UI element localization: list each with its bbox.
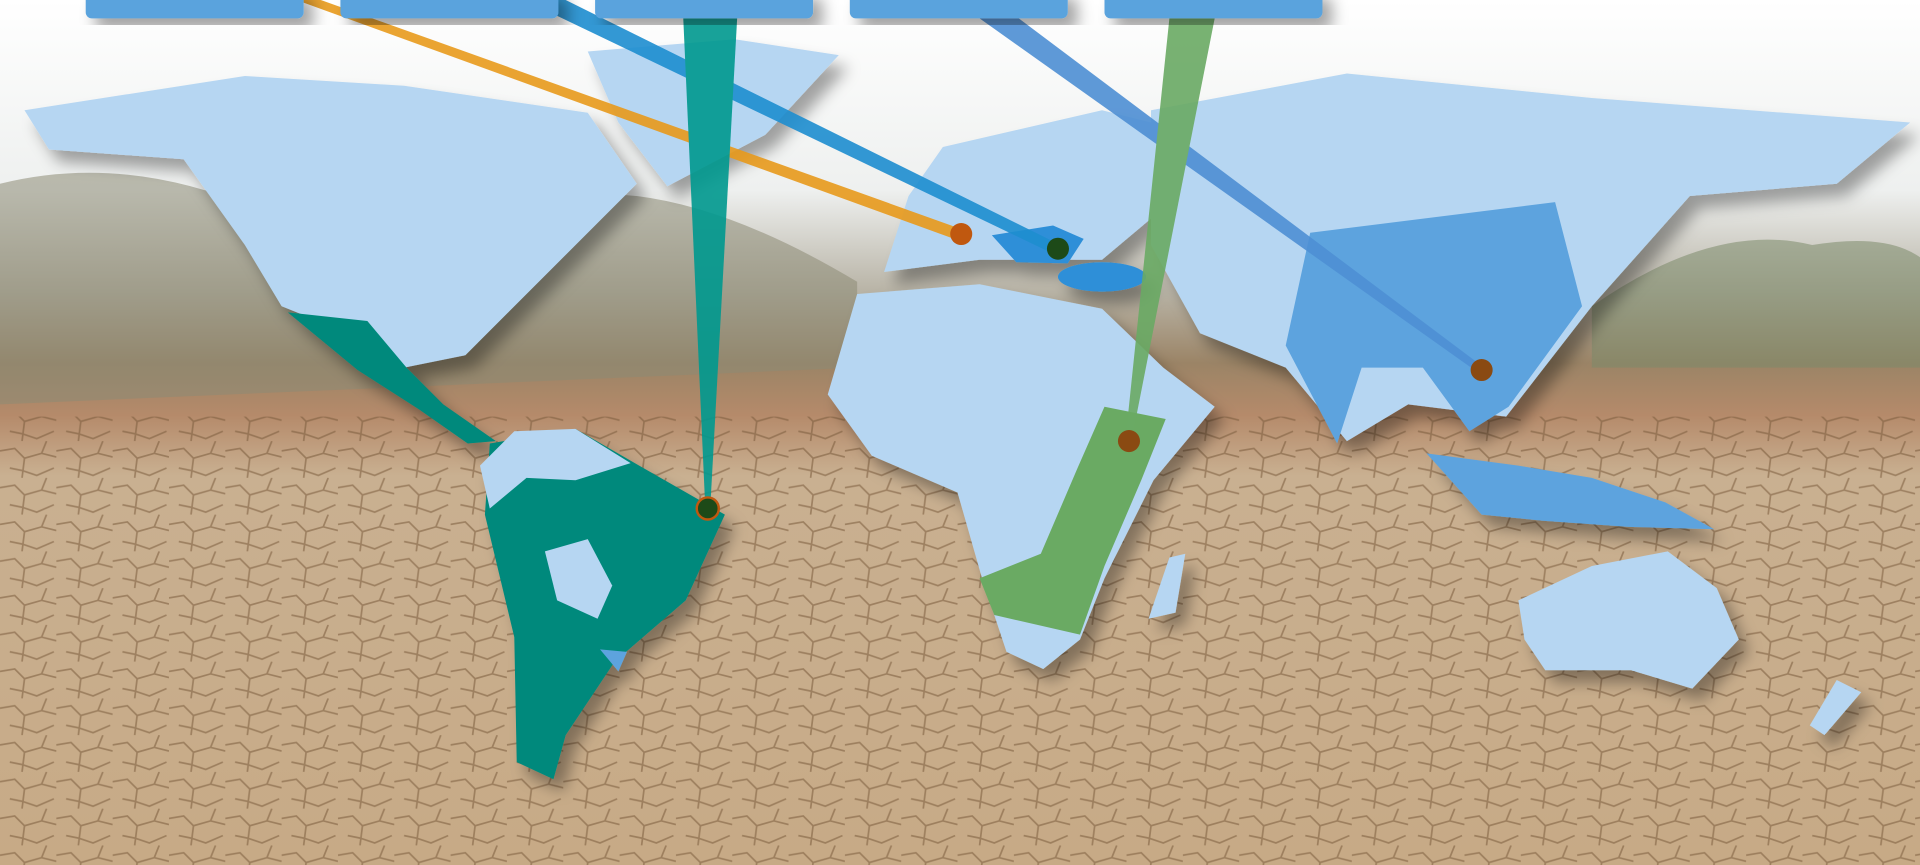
callout-box xyxy=(340,0,559,19)
marker xyxy=(1117,430,1140,453)
callout-box xyxy=(85,0,304,19)
marker xyxy=(950,222,973,246)
madagascar xyxy=(1148,553,1186,619)
beam xyxy=(296,0,965,241)
marker xyxy=(1046,237,1069,260)
china-south-asia xyxy=(1285,202,1583,444)
southeast-asia-islands xyxy=(1426,453,1715,530)
colombia-venezuela xyxy=(480,428,631,509)
callout-box xyxy=(595,0,814,19)
location-markers xyxy=(695,222,1493,521)
beam xyxy=(979,18,1485,373)
world-map xyxy=(24,39,1911,780)
turkey xyxy=(1057,262,1147,292)
south-america xyxy=(484,428,725,780)
east-africa xyxy=(979,406,1166,635)
hills xyxy=(1591,239,1920,368)
new-zealand xyxy=(1809,679,1862,736)
callout-boxes xyxy=(85,0,1323,19)
uruguay xyxy=(600,649,627,672)
beam xyxy=(524,0,1061,255)
australia xyxy=(1518,551,1739,689)
marker xyxy=(695,496,720,521)
bolivia xyxy=(544,539,613,619)
callout-box xyxy=(849,0,1068,19)
beam xyxy=(683,18,738,509)
africa xyxy=(827,284,1215,669)
marker xyxy=(1470,358,1493,382)
mexico-central-america xyxy=(287,312,496,444)
north-america xyxy=(24,75,637,368)
callout-beams xyxy=(296,0,1485,509)
callout-box xyxy=(1104,0,1323,19)
beam xyxy=(1125,18,1215,442)
